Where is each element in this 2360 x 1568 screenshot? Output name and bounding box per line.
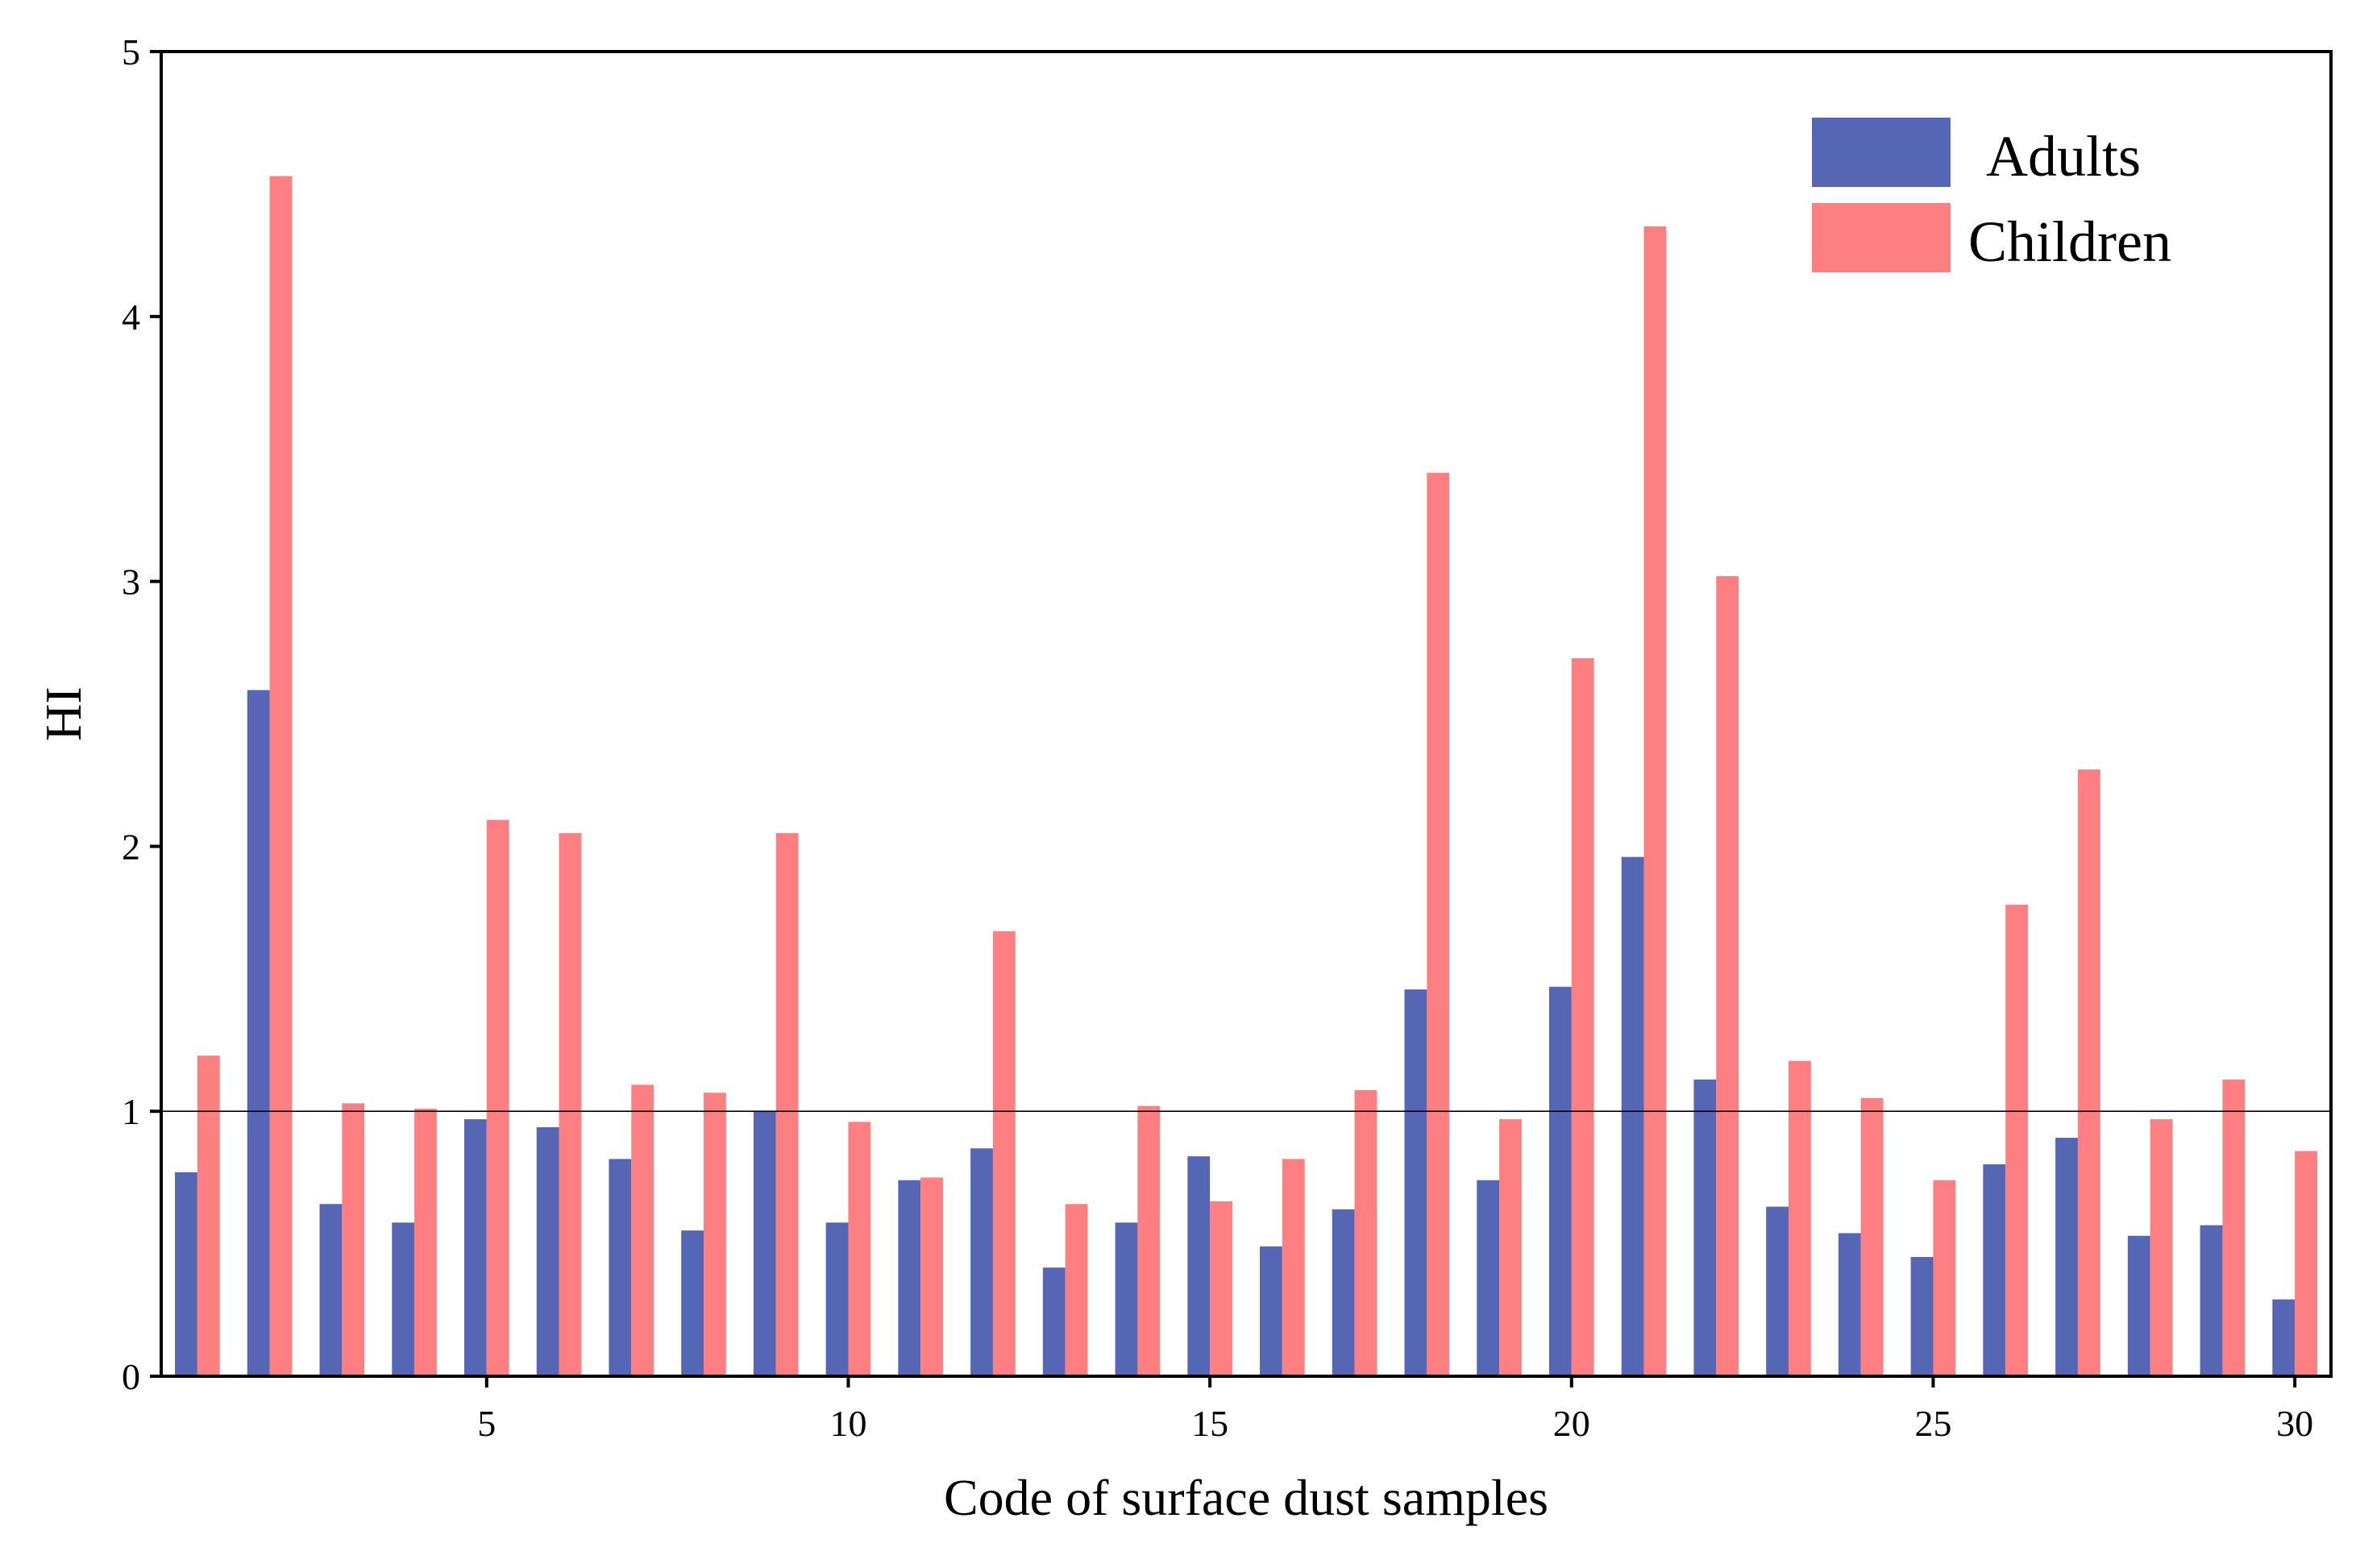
bar-children-9 <box>775 832 799 1376</box>
x-tick-label: 30 <box>2276 1403 2313 1444</box>
bar-adults-18 <box>1404 989 1427 1376</box>
bar-adults-20 <box>1548 986 1572 1376</box>
bar-children-26 <box>2005 904 2029 1376</box>
bar-children-28 <box>2150 1119 2173 1376</box>
legend-label-adults: Adults <box>1986 124 2141 189</box>
bar-adults-28 <box>2127 1235 2150 1376</box>
bar-adults-22 <box>1693 1079 1717 1376</box>
bar-adults-19 <box>1477 1180 1500 1376</box>
legend-swatch-children <box>1812 203 1951 272</box>
legend-swatch-adults <box>1812 118 1951 187</box>
bar-children-29 <box>2222 1079 2246 1376</box>
y-tick-label: 0 <box>122 1356 140 1397</box>
bar-adults-12 <box>970 1148 993 1376</box>
bar-adults-10 <box>825 1222 849 1376</box>
bar-children-18 <box>1427 472 1450 1376</box>
bar-children-23 <box>1789 1060 1811 1376</box>
y-tick-label: 4 <box>122 297 140 338</box>
bar-adults-8 <box>681 1230 704 1376</box>
bar-children-3 <box>342 1103 365 1376</box>
bar-adults-23 <box>1766 1206 1789 1376</box>
bar-adults-26 <box>1983 1164 2006 1376</box>
bar-children-16 <box>1282 1159 1305 1376</box>
bar-children-5 <box>486 819 509 1376</box>
bar-children-24 <box>1860 1097 1884 1376</box>
bar-adults-16 <box>1260 1246 1282 1376</box>
bar-adults-11 <box>898 1180 921 1376</box>
bar-children-2 <box>269 176 293 1376</box>
x-tick-label: 20 <box>1553 1403 1590 1444</box>
bar-adults-21 <box>1621 857 1644 1376</box>
bar-adults-27 <box>2055 1138 2078 1376</box>
bar-children-30 <box>2295 1151 2317 1376</box>
bar-children-27 <box>2077 769 2100 1376</box>
bar-adults-3 <box>319 1204 343 1376</box>
bar-adults-14 <box>1115 1222 1138 1376</box>
bar-children-21 <box>1643 226 1667 1376</box>
bar-adults-30 <box>2272 1299 2296 1376</box>
bar-adults-7 <box>609 1159 632 1376</box>
bar-children-12 <box>992 931 1016 1376</box>
bar-adults-5 <box>463 1119 487 1376</box>
bar-adults-1 <box>175 1172 197 1376</box>
bar-children-14 <box>1137 1105 1161 1376</box>
bars-layer <box>175 176 2317 1376</box>
bar-children-7 <box>631 1085 654 1376</box>
bar-adults-2 <box>247 690 270 1376</box>
bar-children-17 <box>1354 1089 1377 1376</box>
bar-children-11 <box>920 1177 944 1376</box>
bar-children-15 <box>1210 1201 1232 1376</box>
bar-adults-13 <box>1042 1267 1066 1376</box>
x-tick-label: 15 <box>1191 1403 1228 1444</box>
x-tick-label: 10 <box>829 1403 866 1444</box>
axes-layer: 0 1 2 3 4 5 5 10 15 20 25 30 <box>122 31 2313 1444</box>
bar-children-20 <box>1571 657 1594 1376</box>
bar-children-25 <box>1933 1180 1956 1376</box>
bar-adults-4 <box>392 1222 415 1376</box>
bar-children-1 <box>197 1056 220 1376</box>
bar-children-19 <box>1499 1119 1522 1376</box>
bar-children-10 <box>848 1122 871 1376</box>
legend: Adults Children <box>1812 118 2171 274</box>
bar-children-4 <box>414 1108 437 1376</box>
legend-label-children: Children <box>1968 209 2171 274</box>
x-axis-title: Code of surface dust samples <box>944 1469 1548 1526</box>
bar-adults-6 <box>536 1126 559 1376</box>
bar-children-8 <box>704 1093 726 1376</box>
bar-children-22 <box>1716 576 1739 1376</box>
bar-adults-29 <box>2200 1225 2223 1376</box>
bar-adults-9 <box>753 1111 776 1376</box>
y-tick-label: 2 <box>122 826 140 867</box>
bar-adults-25 <box>1910 1257 1934 1376</box>
bar-children-13 <box>1065 1204 1088 1376</box>
y-tick-label: 5 <box>122 31 140 73</box>
y-axis-title: HI <box>35 687 92 741</box>
bar-adults-15 <box>1187 1156 1211 1376</box>
x-tick-label: 5 <box>477 1403 496 1444</box>
plot-frame <box>160 50 2333 1378</box>
bar-children-6 <box>559 832 582 1376</box>
x-tick-label: 25 <box>1914 1403 1951 1444</box>
bar-adults-24 <box>1838 1233 1861 1376</box>
bar-adults-17 <box>1332 1209 1355 1376</box>
y-tick-label: 3 <box>122 562 140 603</box>
y-tick-label: 1 <box>122 1091 140 1132</box>
